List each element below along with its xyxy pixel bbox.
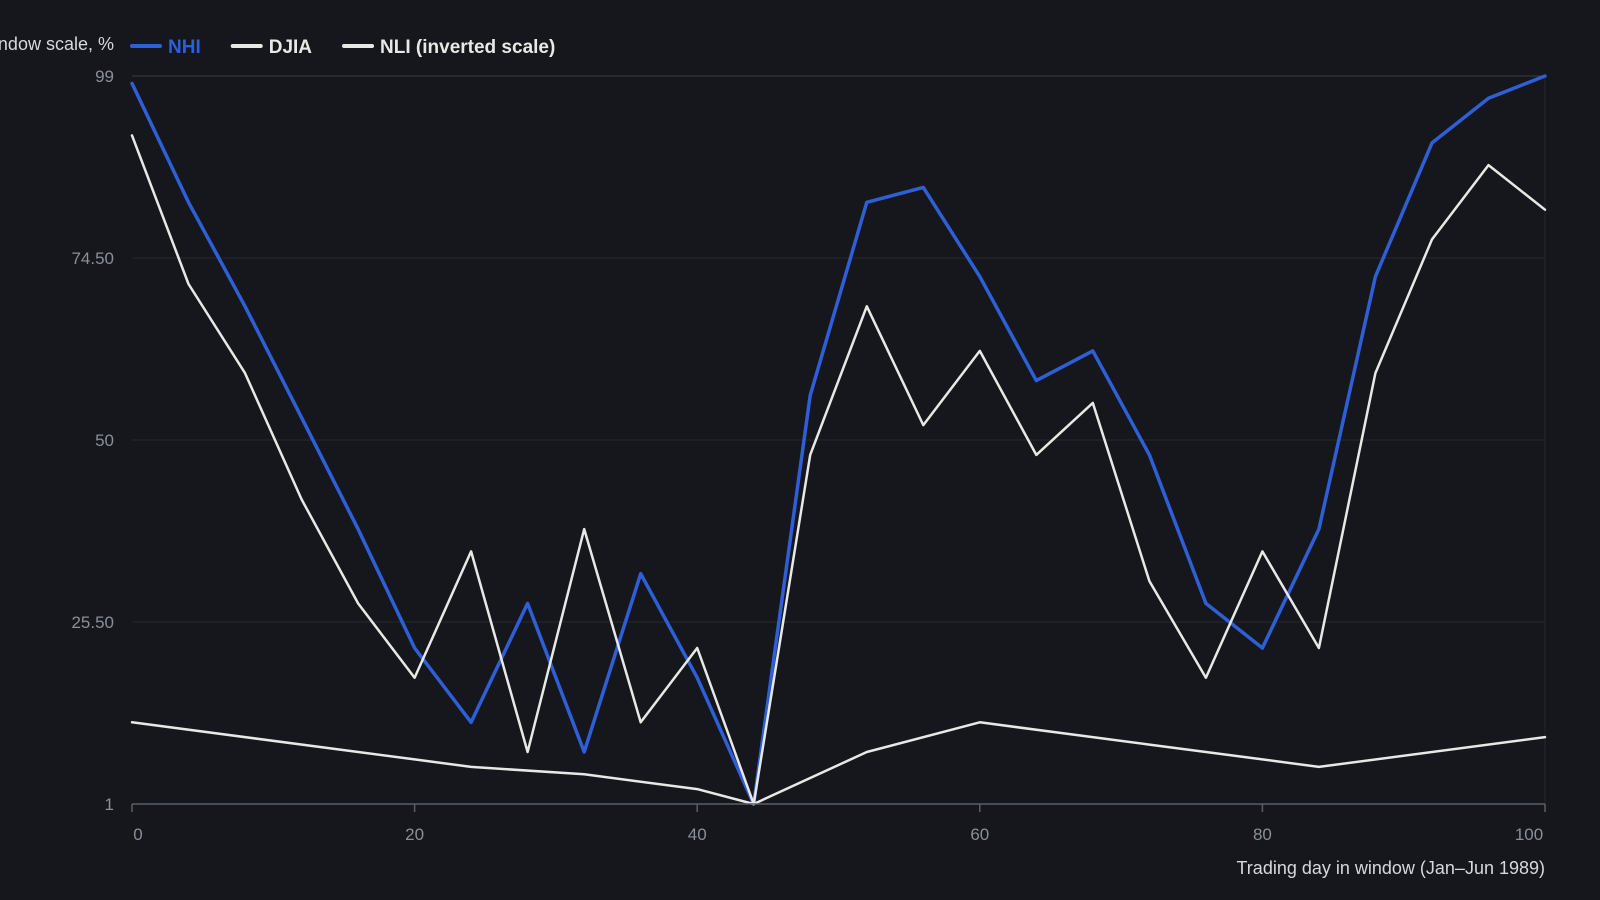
x-tick-label: 20 xyxy=(405,825,424,844)
y-tick-label: 50 xyxy=(95,431,114,450)
y-axis-title: Window scale, % xyxy=(0,34,114,54)
series-line-1 xyxy=(130,134,1547,806)
legend-item: NHI xyxy=(130,37,201,58)
y-tick-label: 99 xyxy=(95,67,114,86)
legend-item: DJIA xyxy=(230,37,313,58)
y-tick-label: 1 xyxy=(105,795,114,814)
series-line-0 xyxy=(130,74,1547,806)
x-axis-title: Trading day in window (Jan–Jun 1989) xyxy=(1236,858,1545,878)
legend-label: NLI (inverted scale) xyxy=(380,37,555,58)
series-lines xyxy=(130,74,1547,806)
y-tick-label: 25.50 xyxy=(71,613,114,632)
x-tick-label: 0 xyxy=(133,825,142,844)
y-tick-label: 74.50 xyxy=(71,249,114,268)
legend-label: DJIA xyxy=(269,37,313,58)
axes xyxy=(131,803,1546,812)
x-tick-label: 40 xyxy=(688,825,707,844)
legend-item: NLI (inverted scale) xyxy=(342,37,555,58)
x-tick-label: 100 xyxy=(1515,825,1543,844)
legend-label: NHI xyxy=(168,37,201,58)
x-tick-label: 60 xyxy=(970,825,989,844)
y-tick-labels: 1 25.50 50 74.50 99 xyxy=(71,67,114,814)
grid-lines xyxy=(132,75,1546,804)
legend: NHI DJIA NLI (inverted scale) xyxy=(130,37,555,58)
x-tick-label: 80 xyxy=(1253,825,1272,844)
series-line-2 xyxy=(130,721,1547,806)
x-tick-labels: 0 20 40 60 80 100 xyxy=(133,825,1543,844)
